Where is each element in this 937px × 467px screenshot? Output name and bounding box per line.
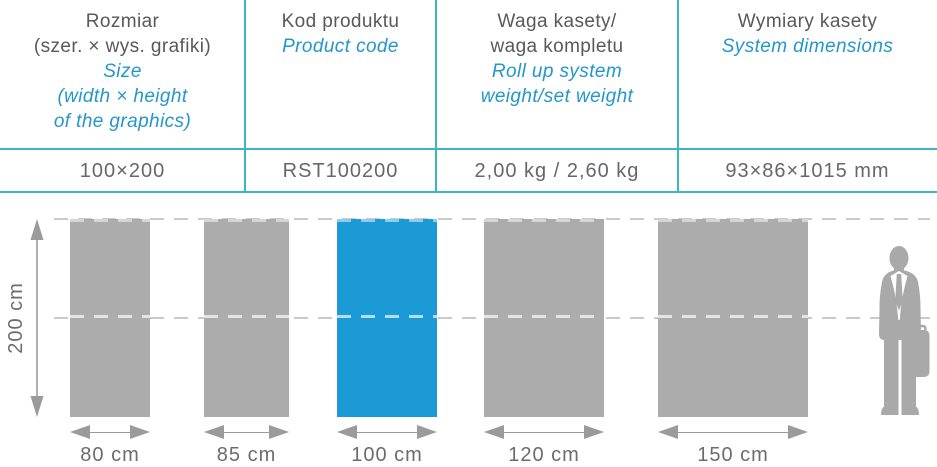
table-rule-bottom — [0, 191, 937, 193]
table-divider-3 — [677, 0, 679, 193]
banner-100cm-highlighted — [337, 219, 437, 417]
header-size-pl-line2: (szer. × wys. grafiki) — [33, 36, 212, 57]
banner-top-fold-line — [484, 219, 604, 222]
header-weight-en-line2: weight/set weight — [480, 86, 634, 107]
header-weight-pl-line1: Waga kasety/ — [497, 11, 617, 32]
banner-top-fold-line — [658, 219, 808, 222]
header-code-pl: Kod produktu — [281, 11, 400, 32]
header-weight-pl-line2: waga kompletu — [490, 36, 624, 57]
banner-top-fold-line — [70, 219, 150, 222]
banner-top-fold-line — [337, 219, 437, 222]
value-weight: 2,00 kg / 2,60 kg — [474, 159, 640, 182]
width-label-150cm: 150 cm — [697, 444, 769, 466]
table-divider-1 — [244, 0, 246, 193]
header-dimensions-en: System dimensions — [721, 36, 894, 57]
height-label: 200 cm — [5, 282, 27, 354]
width-arrow-100cm — [337, 425, 437, 439]
width-arrow-80cm — [70, 425, 150, 439]
header-size-en-line3: of the graphics) — [53, 111, 192, 132]
banner-top-fold-line — [204, 219, 289, 222]
banner-120cm — [484, 219, 604, 417]
value-size: 100×200 — [79, 159, 166, 182]
banner-mid-fold-line — [70, 315, 150, 318]
width-label-85cm: 85 cm — [216, 444, 277, 466]
businessman-silhouette-icon — [879, 246, 930, 415]
banner-150cm — [658, 219, 808, 417]
header-cell-weight: Waga kasety/ waga kompletu Roll up syste… — [436, 0, 678, 148]
banner-mid-fold-line — [658, 315, 808, 318]
table-divider-2 — [435, 0, 437, 193]
width-label-100cm: 100 cm — [351, 444, 423, 466]
header-size-pl-line1: Rozmiar — [85, 11, 160, 32]
height-arrow — [30, 219, 44, 417]
header-size-en-line2: (width × height — [57, 86, 188, 107]
header-cell-size: Rozmiar (szer. × wys. grafiki) Size (wid… — [0, 0, 245, 148]
table-rule-top — [0, 148, 937, 150]
header-weight-en-line1: Roll up system — [491, 61, 623, 82]
value-product-code: RST100200 — [282, 159, 399, 182]
banner-mid-fold-line — [337, 315, 437, 318]
width-label-120cm: 120 cm — [508, 444, 580, 466]
width-arrow-120cm — [484, 425, 604, 439]
width-label-80cm: 80 cm — [80, 444, 140, 466]
header-code-en: Product code — [282, 36, 399, 57]
header-size-en-line1: Size — [103, 61, 142, 82]
banner-mid-fold-line — [484, 315, 604, 318]
width-arrow-150cm — [658, 425, 808, 439]
header-cell-product-code: Kod produktu Product code — [245, 0, 436, 148]
width-arrow-85cm — [204, 425, 289, 439]
header-dimensions-pl: Wymiary kasety — [737, 11, 878, 32]
banner-mid-fold-line — [204, 315, 289, 318]
banner-80cm — [70, 219, 150, 417]
header-cell-dimensions: Wymiary kasety System dimensions — [678, 0, 937, 148]
value-dimensions: 93×86×1015 mm — [725, 159, 890, 182]
banner-85cm — [204, 219, 289, 417]
